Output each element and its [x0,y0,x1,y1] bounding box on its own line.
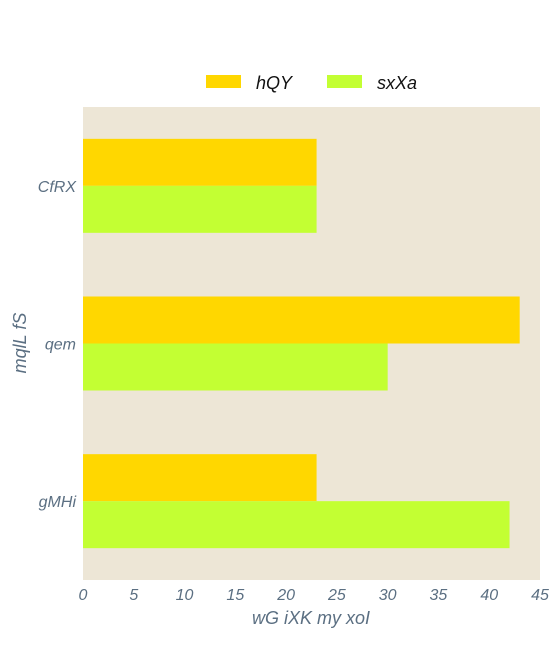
x-tick-label: 35 [430,587,448,604]
x-axis-title: wG iXK my xoI [252,608,370,628]
bar-hqy-cfrx [83,138,317,186]
y-tick-label: gMHi [39,494,77,511]
bars-layer [83,138,520,549]
x-tick-label: 40 [480,587,498,604]
bar-sxxa-cfrx [83,185,317,233]
y-tick-label: CfRX [38,179,78,196]
x-tick-label: 10 [176,587,194,604]
y-tick-label: qem [45,337,76,354]
x-tick-label: 30 [379,587,397,604]
bar-sxxa-gmhi [83,501,510,549]
legend-swatch-hqy [206,75,241,88]
x-axis: 0 5 10 15 20 25 30 35 40 45 [79,587,549,604]
x-tick-label: 25 [327,587,346,604]
bar-hqy-qem [83,296,520,344]
legend: hQY sxXa [206,73,417,93]
legend-label-hqy: hQY [256,73,294,93]
x-tick-label: 5 [129,587,138,604]
y-axis-title: mqlL fS [10,313,30,374]
x-tick-label: 15 [226,587,244,604]
x-tick-label: 20 [276,587,295,604]
y-axis: CfRX qem gMHi [38,179,78,511]
bar-hqy-gmhi [83,454,317,502]
legend-label-sxxa: sxXa [377,73,417,93]
bar-sxxa-qem [83,343,388,391]
legend-swatch-sxxa [327,75,362,88]
x-tick-label: 0 [79,587,88,604]
x-tick-label: 45 [531,587,549,604]
